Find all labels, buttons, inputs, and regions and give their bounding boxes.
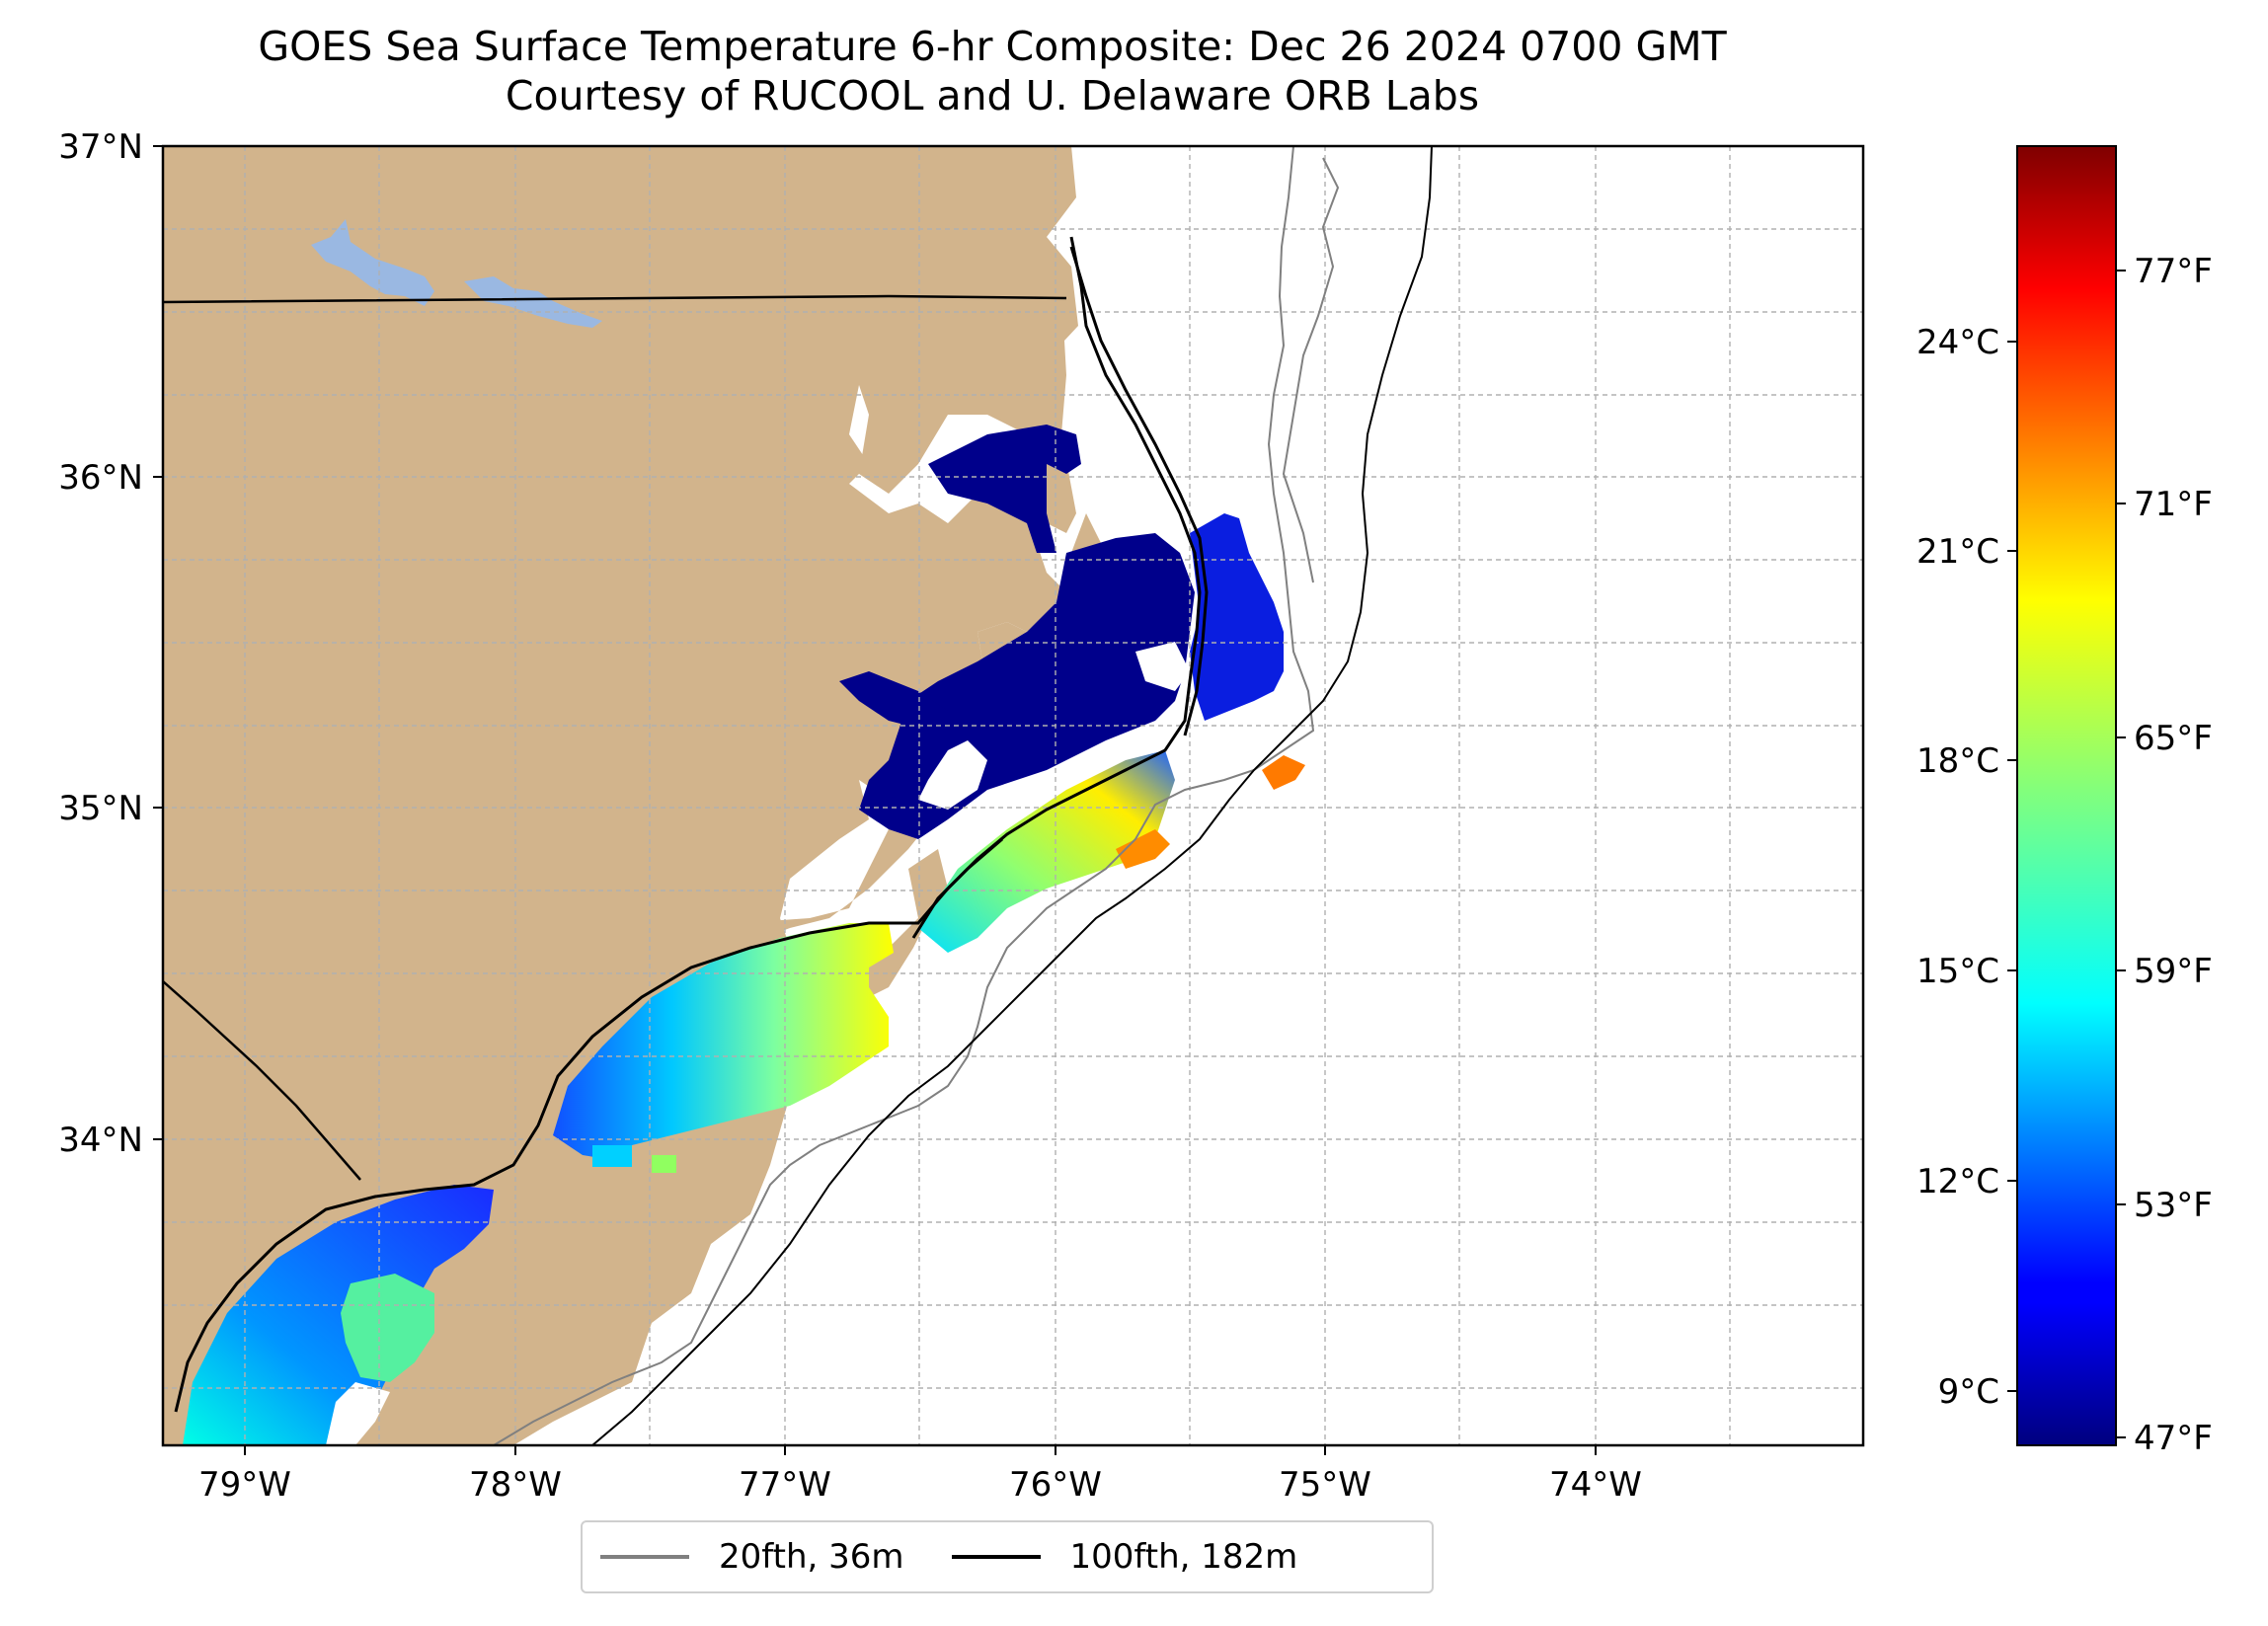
lon-label-78: 78°W (469, 1465, 562, 1505)
long-bay-gap (326, 1382, 390, 1445)
cbar-label-12c: 12°C (1916, 1162, 1999, 1201)
cbar-label-59f: 59°F (2134, 952, 2213, 991)
cbar-label-47f: 47°F (2134, 1419, 2213, 1458)
cbar-label-71f: 71°F (2134, 485, 2213, 524)
sst-patch-onslow-bay (553, 923, 894, 1160)
barrier-islands-south (911, 837, 1003, 939)
cbar-label-53f: 53°F (2134, 1186, 2213, 1225)
cbar-label-15c: 15°C (1916, 952, 1999, 991)
border-nc-sc (163, 980, 361, 1181)
cbar-label-77f: 77°F (2134, 252, 2213, 291)
sound-gap (1135, 642, 1190, 691)
pamlico-river (839, 671, 948, 731)
cbar-label-21c: 21°C (1916, 532, 1999, 572)
title-line-1: GOES Sea Surface Temperature 6-hr Compos… (258, 23, 1727, 70)
neuse-gap (918, 740, 987, 810)
legend-entry-100fth: 100fth, 182m (951, 1537, 1298, 1577)
lon-label-75: 75°W (1279, 1465, 1371, 1505)
sst-patch-onslow-fringe-2 (652, 1155, 676, 1173)
map-frame (161, 144, 1865, 1447)
lat-label-37: 37°N (58, 127, 143, 167)
colorbar-ticks (2007, 270, 2126, 1438)
legend-label-100fth: 100fth, 182m (1069, 1537, 1298, 1577)
legend-entry-20fth: 20fth, 36m (600, 1537, 904, 1577)
legend-label-20fth: 20fth, 36m (719, 1537, 904, 1577)
lat-label-34: 34°N (58, 1121, 143, 1160)
border-nc-va (163, 294, 1067, 304)
lon-label-77: 77°W (739, 1465, 831, 1505)
cbar-label-18c: 18°C (1916, 741, 1999, 781)
sst-patch-long-bay (183, 1185, 494, 1445)
sst-patch-gulfstream (1262, 755, 1305, 790)
colorbar: 24°C 21°C 18°C 15°C 12°C 9°C 77°F 71°F 6… (1916, 145, 2213, 1458)
cbar-label-65f: 65°F (2134, 719, 2213, 758)
lake-gaston (464, 276, 602, 328)
land (163, 146, 1078, 1445)
albemarle-sound (928, 425, 1081, 553)
lon-label-74: 74°W (1549, 1465, 1642, 1505)
axis-ticks (153, 145, 1597, 1455)
colorbar-gradient (2016, 145, 2117, 1446)
sst-patch-onslow-fringe (592, 1145, 632, 1167)
grid-lines (163, 146, 1863, 1445)
lon-label-76: 76°W (1009, 1465, 1102, 1505)
sst-patch-outer-banks (1190, 513, 1284, 721)
chart-title: GOES Sea Surface Temperature 6-hr Compos… (0, 22, 1985, 120)
lat-label-35: 35°N (58, 789, 143, 828)
sst-patch-long-bay-warm (341, 1274, 434, 1382)
map-area (163, 146, 1863, 1445)
legend-swatch-20fth (600, 1555, 689, 1559)
legend: 20fth, 36m 100fth, 182m (581, 1520, 1434, 1593)
lon-label-79: 79°W (198, 1465, 291, 1505)
contour-20fth-shoal (1282, 157, 1340, 583)
contour-100fth (591, 146, 1433, 1445)
contour-20fth (493, 146, 1315, 1445)
title-line-2: Courtesy of RUCOOL and U. Delaware ORB L… (505, 72, 1480, 119)
lat-label-36: 36°N (58, 458, 143, 498)
sst-patch-raleigh-bay (918, 750, 1175, 953)
cbar-label-24c: 24°C (1916, 323, 1999, 362)
cbar-label-9c: 9°C (1938, 1372, 1999, 1412)
sst-patch-warm-shelf (1116, 829, 1170, 869)
barrier-islands (1069, 246, 1209, 736)
legend-swatch-100fth (951, 1555, 1041, 1559)
lake-kerr (311, 219, 434, 306)
